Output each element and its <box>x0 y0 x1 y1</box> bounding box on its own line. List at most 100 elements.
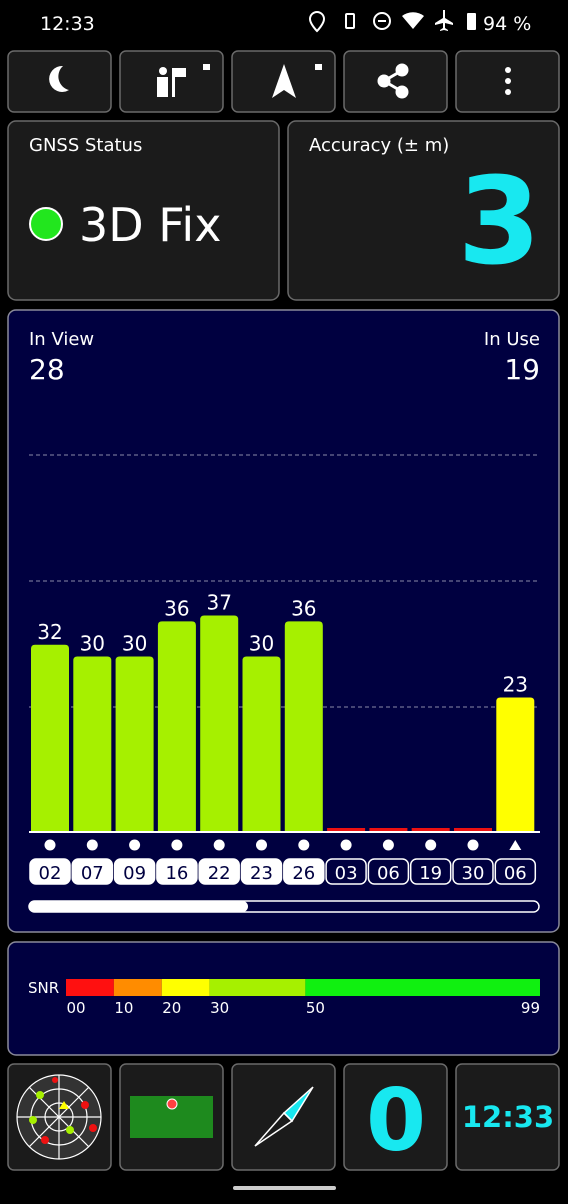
bar <box>200 615 239 832</box>
accuracy-value: 3 <box>458 153 542 292</box>
snr-segment <box>305 979 540 996</box>
no-signal-stub <box>369 828 408 832</box>
bar-value-label: 30 <box>122 632 147 656</box>
sat-id-box <box>156 858 198 885</box>
snr-tick-label: 20 <box>162 999 181 1017</box>
clock-value: 12:33 <box>462 1100 554 1134</box>
sat-marker <box>129 839 141 851</box>
accuracy-title: Accuracy (± m) <box>309 135 449 156</box>
bar <box>496 697 535 832</box>
sat-id: 06 <box>377 863 400 884</box>
sat-marker <box>256 839 267 851</box>
compass-tile[interactable] <box>231 1063 336 1171</box>
sat-marker <box>340 839 352 851</box>
gnss-status-panel <box>7 120 280 301</box>
in-view-label: In View <box>29 329 94 350</box>
sat-id: 03 <box>335 863 358 884</box>
share-button[interactable] <box>343 50 448 113</box>
map-pin <box>166 1098 178 1110</box>
gnss-status-value: 3D Fix <box>79 198 221 252</box>
bar <box>284 621 323 832</box>
sat-id: 16 <box>165 863 188 884</box>
count-tile[interactable] <box>343 1063 448 1171</box>
bar-value-label: 23 <box>503 672 528 696</box>
sat-marker <box>298 839 310 851</box>
snr-segment <box>113 979 162 996</box>
bar-value-label: 30 <box>80 632 105 656</box>
battery-level: 94 % <box>483 13 531 35</box>
snr-tick-label: 00 <box>66 999 85 1017</box>
sat-id-box <box>409 858 452 885</box>
no-signal-stub <box>411 828 450 832</box>
sat-id-box <box>325 858 367 885</box>
sat-id-box <box>29 858 71 885</box>
clock-tile[interactable] <box>455 1063 560 1171</box>
sat-id-box <box>198 858 240 885</box>
grid <box>29 454 538 708</box>
sat-marker <box>171 839 183 851</box>
status-time: 12:33 <box>40 13 95 35</box>
bar-value-label: 30 <box>249 632 274 656</box>
bar-value-label: 37 <box>206 591 231 615</box>
sat-id: 23 <box>250 863 273 884</box>
sat-marker <box>467 839 479 851</box>
moon-icon <box>49 65 69 92</box>
bar <box>31 644 69 832</box>
sat-id: 06 <box>504 863 527 884</box>
signal-bars: 32 02 30 07 30 09 36 16 37 22 30 23 36 26 03 06 19 30 23 06 <box>29 591 537 885</box>
sat-id-box <box>367 858 410 885</box>
sat-id-box <box>240 858 283 885</box>
sat-id: 30 <box>462 863 485 884</box>
bar-value-label: 36 <box>164 596 189 620</box>
sat-marker <box>86 839 98 851</box>
bar <box>73 656 112 832</box>
bottom-tiles: 0 12:33 <box>7 1063 560 1171</box>
scroll-thumb[interactable] <box>29 901 248 912</box>
sat-id: 19 <box>419 863 442 884</box>
sat-marker <box>213 839 225 851</box>
sat-marker <box>509 840 522 850</box>
snr-segment <box>209 979 306 996</box>
in-use-count: 19 <box>504 353 540 386</box>
sat-marker <box>44 839 56 851</box>
night-mode-button[interactable] <box>7 50 112 113</box>
menu-icon <box>505 67 511 95</box>
snr-tick-label: 99 <box>521 999 540 1017</box>
sat-id-box <box>71 858 114 885</box>
sat-id: 09 <box>123 863 146 884</box>
signal-panel <box>7 309 560 933</box>
bar <box>157 621 196 832</box>
sat-id: 02 <box>39 863 62 884</box>
share-icon <box>377 63 409 99</box>
share-location-button[interactable] <box>119 50 224 113</box>
sat-id-box <box>113 858 156 885</box>
sat-marker <box>382 839 394 851</box>
bar-value-label: 32 <box>37 620 62 644</box>
in-use-label: In Use <box>484 329 540 350</box>
sat-id: 22 <box>208 863 231 884</box>
snr-segment <box>66 979 114 996</box>
toolbar <box>7 50 560 113</box>
gnss-status-title: GNSS Status <box>29 135 142 156</box>
no-signal-stub <box>327 828 366 832</box>
compass-icon <box>254 1086 314 1147</box>
sky-view-icon <box>16 1074 102 1160</box>
home-indicator[interactable] <box>233 1186 336 1190</box>
sat-id-box <box>452 858 494 885</box>
bar <box>115 656 154 832</box>
no-signal-stub <box>454 828 492 832</box>
snr-segment <box>161 979 210 996</box>
fix-indicator <box>29 207 63 241</box>
sat-id: 26 <box>292 863 315 884</box>
sat-marker <box>425 839 437 851</box>
sat-id-box <box>283 858 325 885</box>
snr-tick-label: 50 <box>306 999 325 1017</box>
snr-label: SNR <box>28 979 59 997</box>
count-value: 0 <box>366 1071 426 1171</box>
person-flag-icon <box>157 64 210 97</box>
bar-value-label: 36 <box>291 596 316 620</box>
bar <box>242 656 281 832</box>
status-icons <box>308 10 476 33</box>
sat-id: 07 <box>81 863 104 884</box>
